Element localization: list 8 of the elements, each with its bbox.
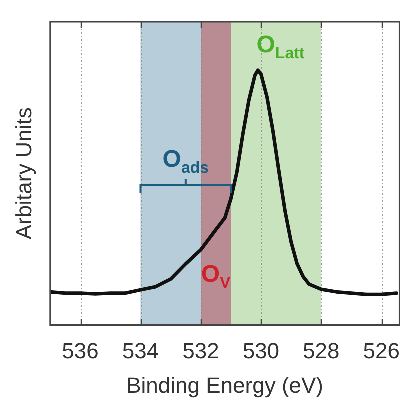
x-tick-label: 528: [303, 338, 340, 364]
x-axis-title: Binding Energy (eV): [126, 372, 324, 398]
x-tick-label: 526: [363, 338, 400, 364]
x-tick-label: 534: [122, 338, 160, 364]
x-tick-label: 536: [62, 338, 99, 364]
x-tick-label: 532: [182, 338, 220, 364]
y-axis-title: Arbitary Units: [11, 108, 36, 240]
x-tick-label: 530: [242, 338, 280, 364]
